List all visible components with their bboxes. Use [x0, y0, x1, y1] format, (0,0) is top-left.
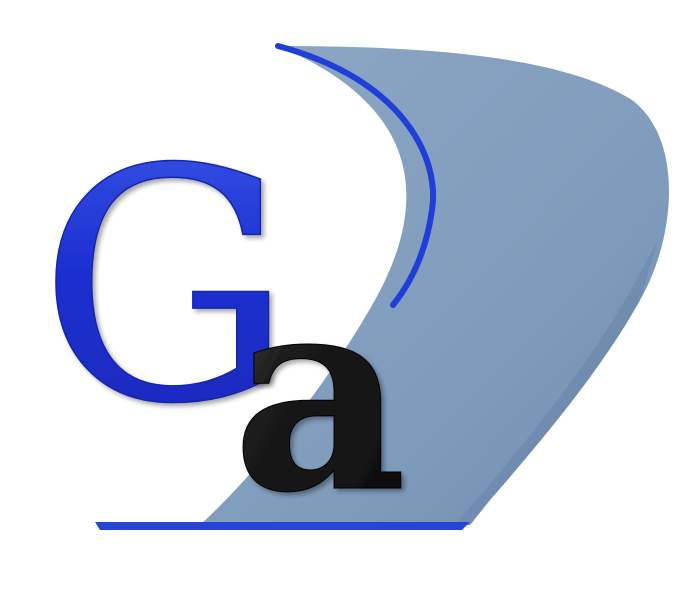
- logo-letter-a: a: [232, 234, 407, 552]
- swoosh-blue-arc: [275, 43, 436, 308]
- swoosh-blue-baseline: [95, 522, 470, 530]
- logo-letter-g: G: [38, 102, 294, 474]
- swoosh-shape: [200, 46, 670, 525]
